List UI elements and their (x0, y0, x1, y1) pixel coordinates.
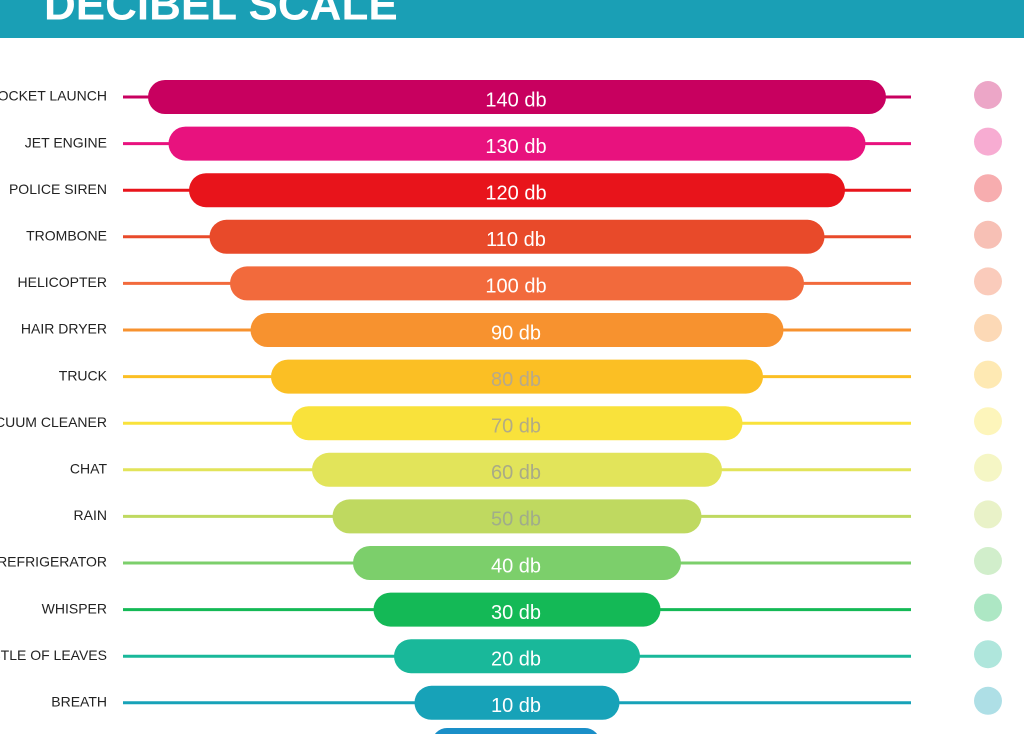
source-label: TROMBONE (26, 228, 107, 244)
source-icon (974, 593, 1002, 622)
level-label: 110 db (486, 229, 546, 251)
level-bar (230, 266, 804, 301)
source-label: RUSTLE OF LEAVES (0, 647, 107, 663)
level-bar (209, 219, 825, 254)
level-label: 20 db (491, 648, 541, 670)
level-bar (168, 126, 866, 161)
level-label: 10 db (491, 695, 541, 717)
level-bar (291, 406, 743, 441)
source-icon (974, 407, 1002, 436)
level-label: 60 db (491, 462, 541, 484)
source-icon (974, 314, 1002, 342)
level-bar (312, 452, 722, 487)
level-bar (148, 80, 886, 114)
source-label: JET ENGINE (25, 134, 107, 150)
level-bar (271, 359, 763, 394)
source-label: VACUUM CLEANER (0, 414, 107, 430)
source-icon (974, 220, 1002, 249)
level-label: 30 db (491, 602, 541, 624)
level-label: 50 db (491, 509, 541, 531)
level-bar (332, 499, 702, 534)
source-label: POLICE SIREN (9, 181, 107, 197)
source-icon (974, 640, 1002, 669)
source-label: WHISPER (42, 600, 107, 616)
level-label: 70 db (491, 415, 541, 437)
source-icon (974, 174, 1002, 203)
source-label: HELICOPTER (18, 274, 107, 290)
source-icon (974, 127, 1002, 156)
source-icon (974, 267, 1002, 296)
source-label: CHAT (70, 461, 108, 477)
level-bar (353, 546, 681, 580)
bar-partial (435, 728, 597, 734)
source-icon (974, 81, 1002, 109)
level-label: 90 db (491, 322, 541, 344)
source-icon (974, 453, 1002, 482)
title: DECIBEL SCALE (44, 0, 398, 30)
level-label: 130 db (485, 136, 546, 158)
source-icon (974, 500, 1002, 529)
level-label: 100 db (485, 276, 546, 298)
level-bar (394, 639, 640, 674)
level-bar (414, 685, 620, 720)
level-bar (250, 313, 784, 347)
level-bar (189, 173, 845, 208)
level-bar (373, 592, 661, 627)
source-label: REFRIGERATOR (0, 554, 107, 570)
header-band (0, 0, 1024, 38)
source-label: HAIR DRYER (21, 321, 107, 337)
source-label: ROCKET LAUNCH (0, 88, 107, 104)
source-icon (974, 547, 1002, 575)
level-label: 120 db (485, 182, 546, 204)
source-label: RAIN (74, 507, 107, 523)
source-label: BREATH (51, 694, 107, 710)
level-label: 80 db (491, 369, 541, 391)
source-icon (974, 686, 1002, 715)
source-icon (974, 360, 1002, 389)
level-label: 40 db (491, 555, 541, 577)
level-label: 140 db (485, 89, 546, 111)
source-label: TRUCK (59, 367, 108, 383)
